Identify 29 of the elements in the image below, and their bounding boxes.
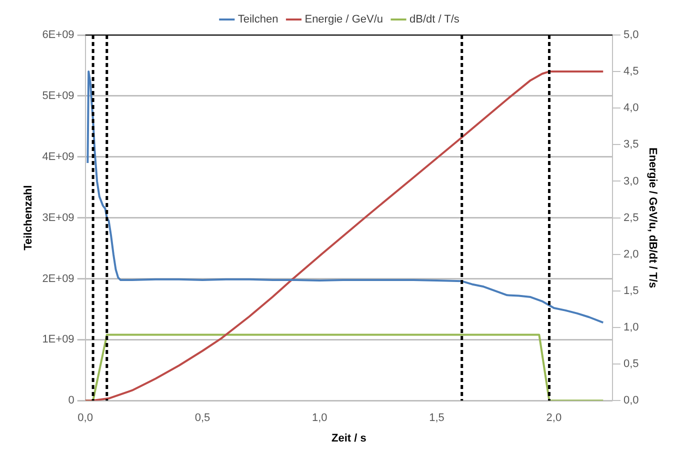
y2-axis-title: Energie / GeV/u, dB/dt / T/s [646, 148, 658, 288]
y2-tick-label: 0,0 [624, 394, 639, 407]
y-tick-label: 2E+09 [42, 272, 74, 285]
y-tick-label: 1E+09 [42, 334, 74, 346]
y-tick-label: 0 [68, 394, 74, 407]
x-tick-label: 1,0 [312, 412, 328, 424]
y2-tick-label: 5,0 [624, 29, 639, 42]
x-tick-label: 2,0 [546, 412, 562, 424]
legend-label: Energie / GeV/u [304, 14, 384, 26]
x-tick-label: 0,0 [78, 412, 93, 424]
y2-tick-label: 1,0 [624, 322, 639, 334]
y2-tick-label: 2,0 [624, 248, 639, 260]
y2-tick-label: 2,5 [624, 212, 639, 224]
x-axis-title: Zeit / s [331, 432, 366, 444]
legend-label: dB/dt / T/s [410, 14, 460, 26]
y-tick-label: 5E+09 [42, 90, 74, 102]
legend-label: Teilchen [238, 14, 278, 26]
x-tick-label: 1,5 [429, 412, 444, 424]
y-tick-label: 6E+09 [42, 29, 74, 42]
y2-tick-label: 3,5 [624, 138, 639, 151]
y2-tick-label: 1,5 [624, 284, 639, 297]
y2-tick-label: 3,0 [624, 175, 639, 188]
x-tick-label: 0,5 [194, 412, 210, 424]
y-tick-label: 4E+09 [42, 150, 74, 163]
y2-tick-label: 0,5 [624, 358, 639, 370]
y2-tick-label: 4,0 [624, 102, 639, 114]
y2-tick-label: 4,5 [624, 66, 639, 78]
y-axis-title: Teilchenzahl [22, 185, 35, 250]
y-tick-label: 3E+09 [42, 212, 74, 224]
